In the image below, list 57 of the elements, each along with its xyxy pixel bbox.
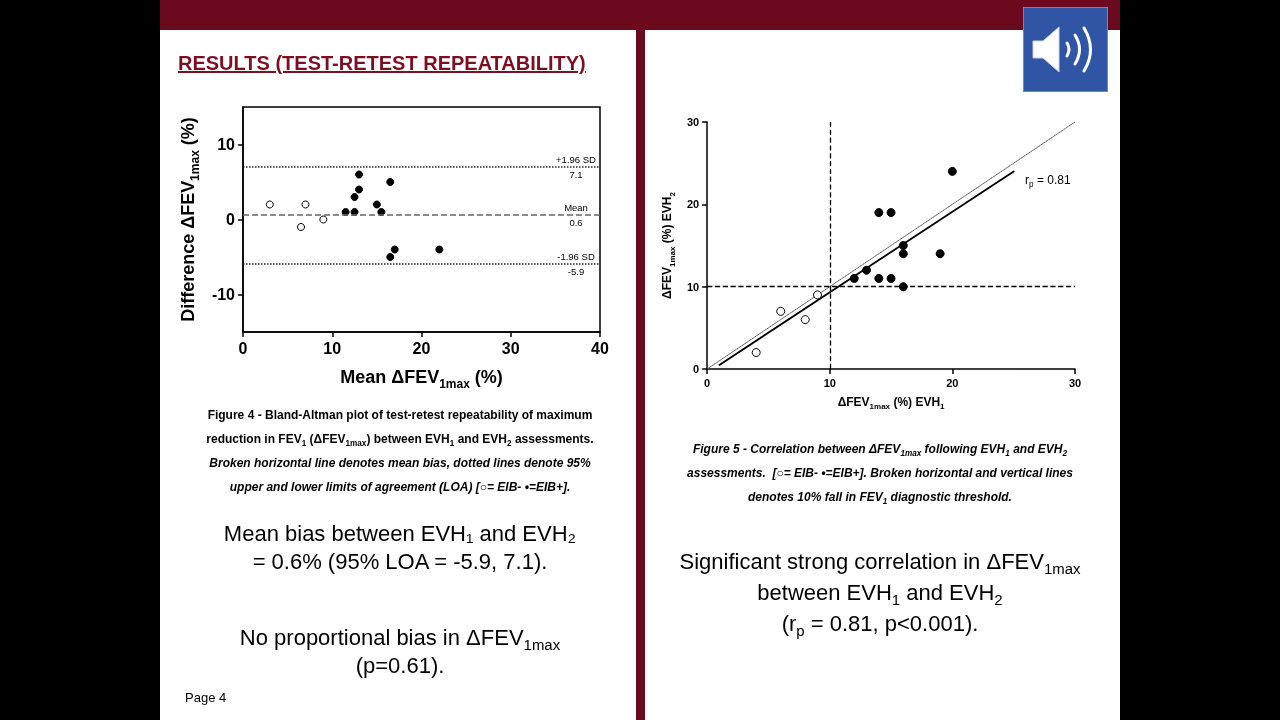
x-tick-label: 20 bbox=[412, 339, 431, 357]
x-tick-label: 0 bbox=[238, 339, 248, 357]
text: Figure 4 - Bland-Altman plot of test-retest repeatability of maximum reduction in FEV$_{1}$ (ΔFEV$_{1max}$) between EVH$_{1}$ and EVH$_{2}$ assessments. bbox=[206, 408, 594, 448]
point bbox=[898, 282, 908, 292]
point bbox=[813, 290, 822, 300]
point bbox=[355, 170, 364, 179]
point bbox=[297, 223, 306, 231]
point bbox=[874, 208, 884, 218]
ref-line-label: +1.96 SD 7.1 bbox=[556, 153, 597, 180]
text: Significant strong correlation in ΔFEV$_{1max}$ between EVH$_{1}$ and EVH$_{2}$ (r$_{p}$ = 0.81, p<0.001). bbox=[679, 549, 1081, 640]
point bbox=[386, 253, 395, 261]
point bbox=[435, 245, 444, 254]
x-tick-label: 30 bbox=[1068, 376, 1082, 389]
x-tick-label: 10 bbox=[323, 339, 342, 357]
ref-line-label: -1.96 SD -5.9 bbox=[557, 251, 595, 277]
point bbox=[886, 273, 896, 283]
x-tick-label: 40 bbox=[591, 339, 609, 357]
point bbox=[390, 245, 399, 254]
text: Figure 5 - Correlation between ΔFEV$_{1max}$ following EVH$_{1}$ and EVH$_{2}$ assessments. [○= EIB- •=EIB+]. Broken horizontal and vertical lines denotes 10% fall in FEV$_{1}$ diagnostic threshold. bbox=[687, 442, 1073, 506]
x-tick-label: 0 bbox=[704, 376, 711, 389]
x-tick-label: 20 bbox=[946, 376, 959, 389]
point bbox=[265, 200, 274, 209]
ref-line-label: Mean 0.6 bbox=[564, 202, 588, 229]
point bbox=[898, 249, 908, 259]
chart-title: RESULTS (TEST-RETEST REPEATABILITY) bbox=[178, 52, 586, 75]
text: Page 4 bbox=[185, 690, 228, 706]
point bbox=[947, 166, 957, 176]
point bbox=[800, 315, 810, 325]
point bbox=[849, 273, 859, 283]
point bbox=[935, 249, 945, 259]
y-tick-label: 10 bbox=[686, 280, 700, 293]
point bbox=[319, 215, 328, 224]
y-axis-title: Difference ΔFEV1max (%) bbox=[177, 117, 202, 322]
x-tick-label: 10 bbox=[823, 376, 836, 389]
y-tick-label: 0 bbox=[693, 363, 700, 375]
y-tick-label: 20 bbox=[686, 198, 700, 211]
point bbox=[301, 200, 310, 209]
point bbox=[386, 178, 395, 186]
y-tick-label: 0 bbox=[226, 211, 236, 228]
y-tick-label: 10 bbox=[217, 136, 236, 153]
text: Broken horizontal line denotes mean bias, dotted lines denote 95% upper and lower limits of agreement (LOA) [○= EIB- •=EIB+]. bbox=[208, 455, 592, 496]
y-tick-label: 30 bbox=[686, 116, 700, 128]
point bbox=[874, 273, 884, 283]
point bbox=[776, 306, 786, 316]
point bbox=[355, 185, 364, 194]
point bbox=[898, 241, 908, 250]
text: Mean bias between EVH₁ and EVH₂ = 0.6% (95% LOA = -5.9, 7.1). bbox=[222, 520, 578, 576]
annotation: r$_{p}$ = 0.81 bbox=[1025, 172, 1072, 189]
point bbox=[862, 265, 872, 275]
x-tick-label: 30 bbox=[501, 339, 520, 357]
y-tick-label: -10 bbox=[211, 286, 236, 303]
text: No proportional bias in ΔFEV$_{1max}$ (p=0.61). bbox=[239, 625, 561, 678]
point bbox=[751, 348, 761, 358]
point bbox=[350, 193, 359, 201]
point bbox=[372, 200, 381, 209]
point bbox=[886, 208, 896, 218]
y-axis-title: ΔFEV1max (%) EVH2 bbox=[660, 191, 677, 299]
